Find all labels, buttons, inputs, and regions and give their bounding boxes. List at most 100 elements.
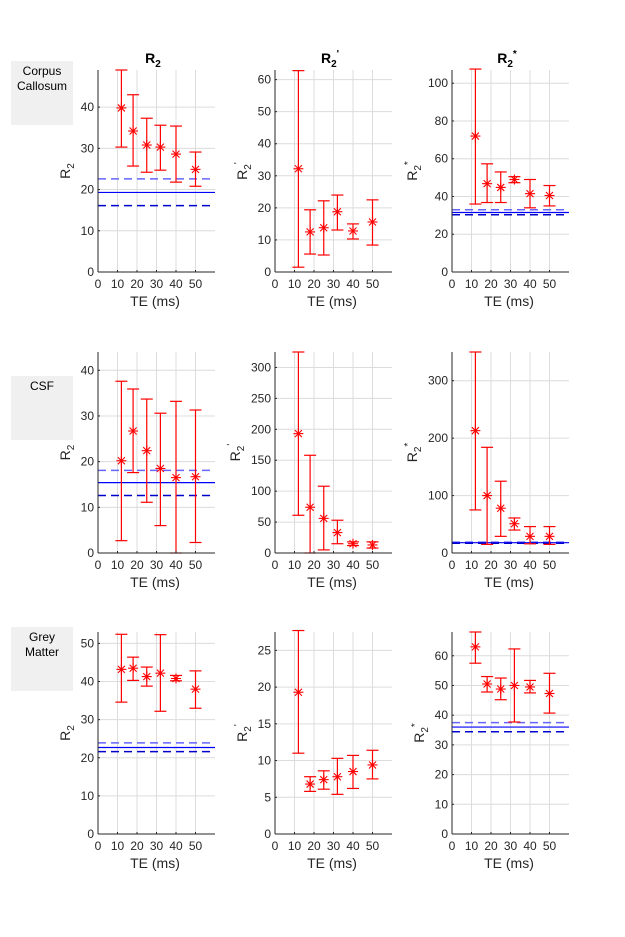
data-point <box>544 688 555 699</box>
data-point <box>155 142 166 153</box>
x-tick-label: 20 <box>484 558 498 572</box>
marker-stroke <box>526 532 534 541</box>
y-tick-label: 0 <box>87 827 94 841</box>
y-tick-label: 0 <box>441 265 448 279</box>
panel-grey-matter-r2-prime: 0 10 20 30 40 50 0 5 10 15 20 25 TE (ms) R2' <box>233 629 392 871</box>
y-axis-label: R2 <box>57 444 77 460</box>
x-tick-label: 40 <box>169 839 183 853</box>
panel-corpus-callosum-r2: 0 10 20 30 40 50 0 10 20 30 40 TE (ms) R2 <box>57 69 215 309</box>
y-axis-label: R2 <box>57 163 77 179</box>
y-tick-label: 10 <box>81 500 95 514</box>
y-axis-label: R2' <box>233 162 254 180</box>
y-tick-label: 0 <box>264 546 271 560</box>
data-point <box>525 681 535 692</box>
data-point <box>509 680 520 691</box>
data-point <box>171 673 181 684</box>
y-tick-label: 20 <box>81 455 95 469</box>
x-tick-label: 50 <box>189 839 203 853</box>
y-tick-label: 15 <box>258 717 272 731</box>
data-point <box>482 178 493 189</box>
y-tick-label: 100 <box>428 76 448 90</box>
x-tick-label: 0 <box>449 558 456 572</box>
marker-stroke <box>319 514 328 523</box>
marker-stroke <box>156 464 165 473</box>
x-tick-label: 50 <box>189 277 203 291</box>
x-tick-label: 50 <box>543 277 557 291</box>
x-tick-label: 20 <box>307 558 321 572</box>
marker-stroke <box>294 164 303 173</box>
x-tick-label: 30 <box>327 839 341 853</box>
y-tick-label: 100 <box>428 489 448 503</box>
data-point <box>116 455 127 466</box>
x-tick-label: 0 <box>95 558 102 572</box>
x-axis-label: TE (ms) <box>307 855 357 871</box>
marker-stroke <box>349 539 357 548</box>
marker-stroke <box>319 775 328 784</box>
x-tick-label: 20 <box>484 277 498 291</box>
marker-stroke <box>172 473 180 482</box>
marker-stroke <box>191 685 200 694</box>
data-point <box>348 538 358 549</box>
x-tick-label: 10 <box>465 558 479 572</box>
y-tick-label: 150 <box>251 453 271 467</box>
marker-stroke <box>142 141 151 149</box>
marker-stroke <box>471 642 480 651</box>
x-tick-label: 0 <box>449 277 456 291</box>
x-axis-label: TE (ms) <box>484 855 534 871</box>
marker-stroke <box>142 672 151 681</box>
x-tick-label: 20 <box>130 277 144 291</box>
data-point <box>116 102 127 113</box>
x-tick-label: 10 <box>111 839 125 853</box>
y-tick-label: 60 <box>435 152 449 166</box>
data-point <box>318 774 329 785</box>
marker-stroke <box>333 207 342 216</box>
y-tick-label: 30 <box>435 738 449 752</box>
y-tick-label: 20 <box>435 227 449 241</box>
y-tick-label: 10 <box>258 754 272 768</box>
y-tick-label: 0 <box>87 265 94 279</box>
x-tick-label: 40 <box>523 558 537 572</box>
y-tick-label: 200 <box>251 422 271 436</box>
x-tick-label: 0 <box>449 839 456 853</box>
marker-stroke <box>129 664 137 673</box>
marker-stroke <box>496 183 505 192</box>
marker-stroke <box>191 472 200 481</box>
data-point <box>470 425 481 436</box>
data-point <box>470 641 481 652</box>
data-point <box>509 174 520 185</box>
data-point <box>171 149 181 160</box>
x-tick-label: 10 <box>465 277 479 291</box>
panel-csf-r2-prime: 0 10 20 30 40 50 0 50 100 150 200 250 300 TE (ms) R2' <box>226 351 392 590</box>
y-tick-label: 30 <box>81 141 95 155</box>
marker-stroke <box>191 165 200 174</box>
marker-stroke <box>545 689 554 698</box>
data-point <box>141 671 152 682</box>
y-axis-label: R2* <box>410 723 431 743</box>
y-tick-label: 40 <box>81 363 95 377</box>
x-tick-label: 40 <box>169 558 183 572</box>
y-tick-label: 100 <box>251 484 271 498</box>
y-tick-label: 0 <box>441 827 448 841</box>
x-tick-label: 50 <box>543 558 557 572</box>
y-tick-label: 10 <box>258 233 272 247</box>
data-point <box>332 527 343 538</box>
y-axis-label: R2' <box>226 444 247 462</box>
data-point <box>348 225 358 236</box>
row-label-grey-matter: Grey Matter <box>11 627 73 691</box>
data-point <box>155 668 166 679</box>
x-tick-label: 40 <box>523 277 537 291</box>
data-point <box>293 163 304 174</box>
marker-stroke <box>510 681 519 690</box>
marker-stroke <box>117 456 126 465</box>
x-tick-label: 10 <box>465 839 479 853</box>
marker-stroke <box>471 426 480 435</box>
data-point <box>482 490 493 501</box>
y-tick-label: 0 <box>87 546 94 560</box>
y-tick-label: 50 <box>435 678 449 692</box>
x-tick-label: 50 <box>366 277 380 291</box>
y-tick-label: 60 <box>258 73 272 87</box>
x-axis-label: TE (ms) <box>130 574 180 590</box>
x-tick-label: 50 <box>366 839 380 853</box>
marker-stroke <box>368 541 377 549</box>
y-tick-label: 60 <box>435 649 449 663</box>
